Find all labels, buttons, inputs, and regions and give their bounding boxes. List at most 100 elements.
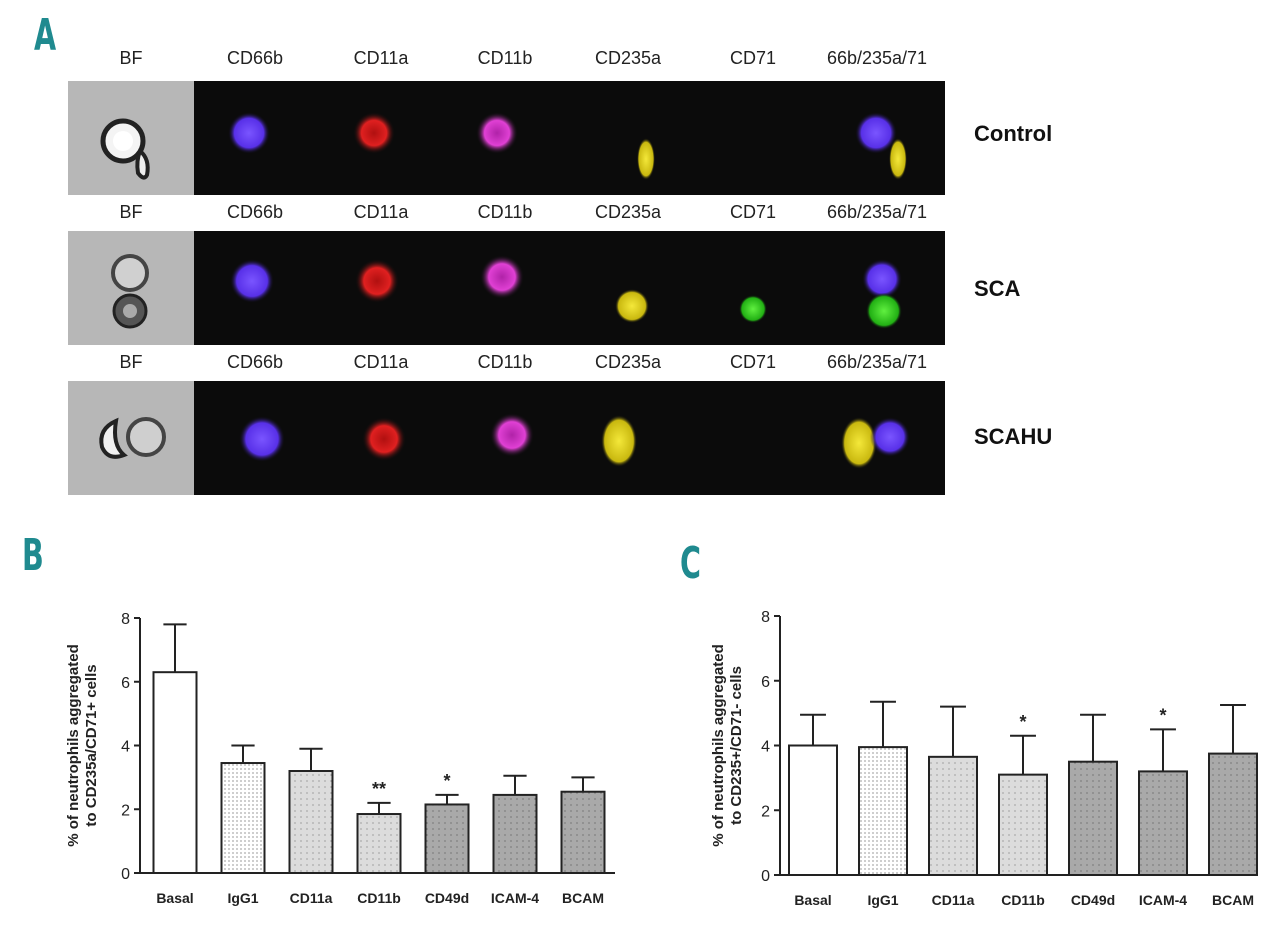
merge-cd235a — [889, 138, 907, 180]
x-tick-label: CD11a — [290, 890, 333, 906]
bf-tile — [68, 81, 194, 195]
bf-cell-image — [99, 417, 166, 459]
y-axis-label-line1: % of neutrophils aggregated — [710, 644, 727, 847]
y-axis-label: % of neutrophils aggregated to CD235+/CD7… — [710, 644, 745, 847]
column-label: BF — [119, 202, 143, 222]
cd11a-signal — [353, 112, 395, 154]
x-tick-label: Basal — [156, 890, 193, 906]
significance-marker: ** — [372, 779, 386, 799]
column-label: CD66b — [226, 352, 284, 372]
chart-b: 0 2 4 6 8 % of neutrophils aggregated to CD235… — [65, 611, 615, 906]
cd235a-signal — [637, 138, 655, 180]
y-tick-label: 8 — [761, 609, 770, 626]
bar — [356, 813, 402, 874]
column-label: CD11a — [353, 352, 409, 372]
column-label: CD11b — [477, 352, 533, 372]
y-axis-label-line2: to CD235a/CD71+ cells — [83, 664, 100, 826]
column-label: 66b/235a/71 — [826, 202, 928, 222]
cd11b-signal — [480, 255, 524, 299]
bar — [220, 762, 266, 874]
x-tick-label: ICAM-4 — [491, 890, 539, 906]
cd235a-signal — [615, 289, 649, 323]
significance-marker: * — [1019, 712, 1026, 732]
bar — [288, 770, 334, 874]
column-label: CD11b — [477, 48, 533, 68]
bar — [1138, 770, 1188, 877]
y-tick-label: 6 — [121, 675, 130, 692]
fluorescence-strip — [194, 231, 945, 345]
bf-tile — [68, 231, 194, 345]
column-label: CD66b — [226, 202, 284, 222]
merge-cd66b — [855, 112, 897, 154]
panel-a-letter: A — [34, 10, 57, 61]
column-label: CD11b — [477, 202, 533, 222]
cd235a-signal — [601, 415, 637, 467]
y-tick-label: 2 — [121, 802, 130, 819]
column-label: CD71 — [729, 202, 777, 222]
cd71-signal — [739, 295, 767, 323]
significance-marker: * — [443, 771, 450, 791]
y-tick-label: 0 — [121, 866, 130, 883]
merge-cd66b — [862, 259, 902, 299]
x-tick-label: BCAM — [1212, 892, 1254, 908]
cd66b-signal — [239, 416, 285, 462]
column-label: CD11a — [353, 202, 409, 222]
scahu-image-row — [68, 381, 945, 495]
y-axis-label-line1: % of neutrophils aggregated — [65, 644, 82, 847]
x-tick-label: CD11b — [357, 890, 401, 906]
cd66b-signal — [230, 259, 274, 303]
column-label: CD235a — [594, 202, 662, 222]
fluorescence-strip — [194, 381, 945, 495]
control-image-row — [68, 81, 945, 195]
bar — [928, 755, 978, 876]
x-tick-label: IgG1 — [227, 890, 258, 906]
column-label: CD235a — [594, 48, 662, 68]
column-label: CD235a — [594, 352, 662, 372]
y-tick-label: 0 — [761, 868, 770, 885]
y-tick-label: 6 — [761, 674, 770, 691]
row-label-sca: SCA — [974, 276, 1021, 301]
cd11a-signal — [355, 259, 399, 303]
y-tick-label: 4 — [121, 739, 130, 756]
fluorescence-strip — [194, 81, 945, 195]
bar — [858, 746, 908, 877]
bf-cell-image — [100, 118, 150, 180]
x-tick-label: Basal — [794, 892, 831, 908]
row-label-scahu: SCAHU — [974, 424, 1053, 449]
bf-tile — [68, 381, 194, 495]
cd11b-signal — [476, 112, 518, 154]
bar — [152, 671, 198, 874]
column-label: CD71 — [729, 48, 777, 68]
x-tick-label: CD49d — [1071, 892, 1115, 908]
y-tick-label: 8 — [121, 611, 130, 628]
x-tick-label: BCAM — [562, 890, 604, 906]
merge-cd235a — [841, 417, 877, 469]
column-label: CD71 — [729, 352, 777, 372]
row-label-control: Control — [974, 121, 1053, 146]
y-tick-label: 4 — [761, 739, 770, 756]
cd66b-signal — [228, 112, 270, 154]
x-tick-label: CD11b — [1001, 892, 1045, 908]
y-axis-label: % of neutrophils aggregated to CD235a/CD7… — [65, 644, 100, 847]
column-label: CD11a — [353, 48, 409, 68]
cd11b-signal — [490, 413, 534, 457]
column-label: 66b/235a/71 — [826, 352, 928, 372]
bar — [1208, 752, 1258, 876]
cd11a-signal — [362, 417, 406, 461]
bar — [424, 803, 470, 874]
merge-cd66b — [870, 417, 910, 457]
sca-image-row — [68, 231, 945, 345]
x-tick-label: CD49d — [425, 890, 469, 906]
bar — [1068, 760, 1118, 876]
bar — [492, 793, 538, 874]
column-label: BF — [119, 352, 143, 372]
bar — [998, 773, 1048, 877]
x-tick-label: IgG1 — [867, 892, 898, 908]
bf-cell-image — [111, 254, 149, 329]
x-tick-label: CD11a — [932, 892, 975, 908]
significance-marker: * — [1159, 705, 1166, 725]
y-axis-label-line2: to CD235+/CD71- cells — [728, 666, 745, 825]
merge-cd71 — [866, 293, 902, 329]
y-tick-label: 2 — [761, 803, 770, 820]
panel-c-letter: C — [680, 538, 701, 589]
